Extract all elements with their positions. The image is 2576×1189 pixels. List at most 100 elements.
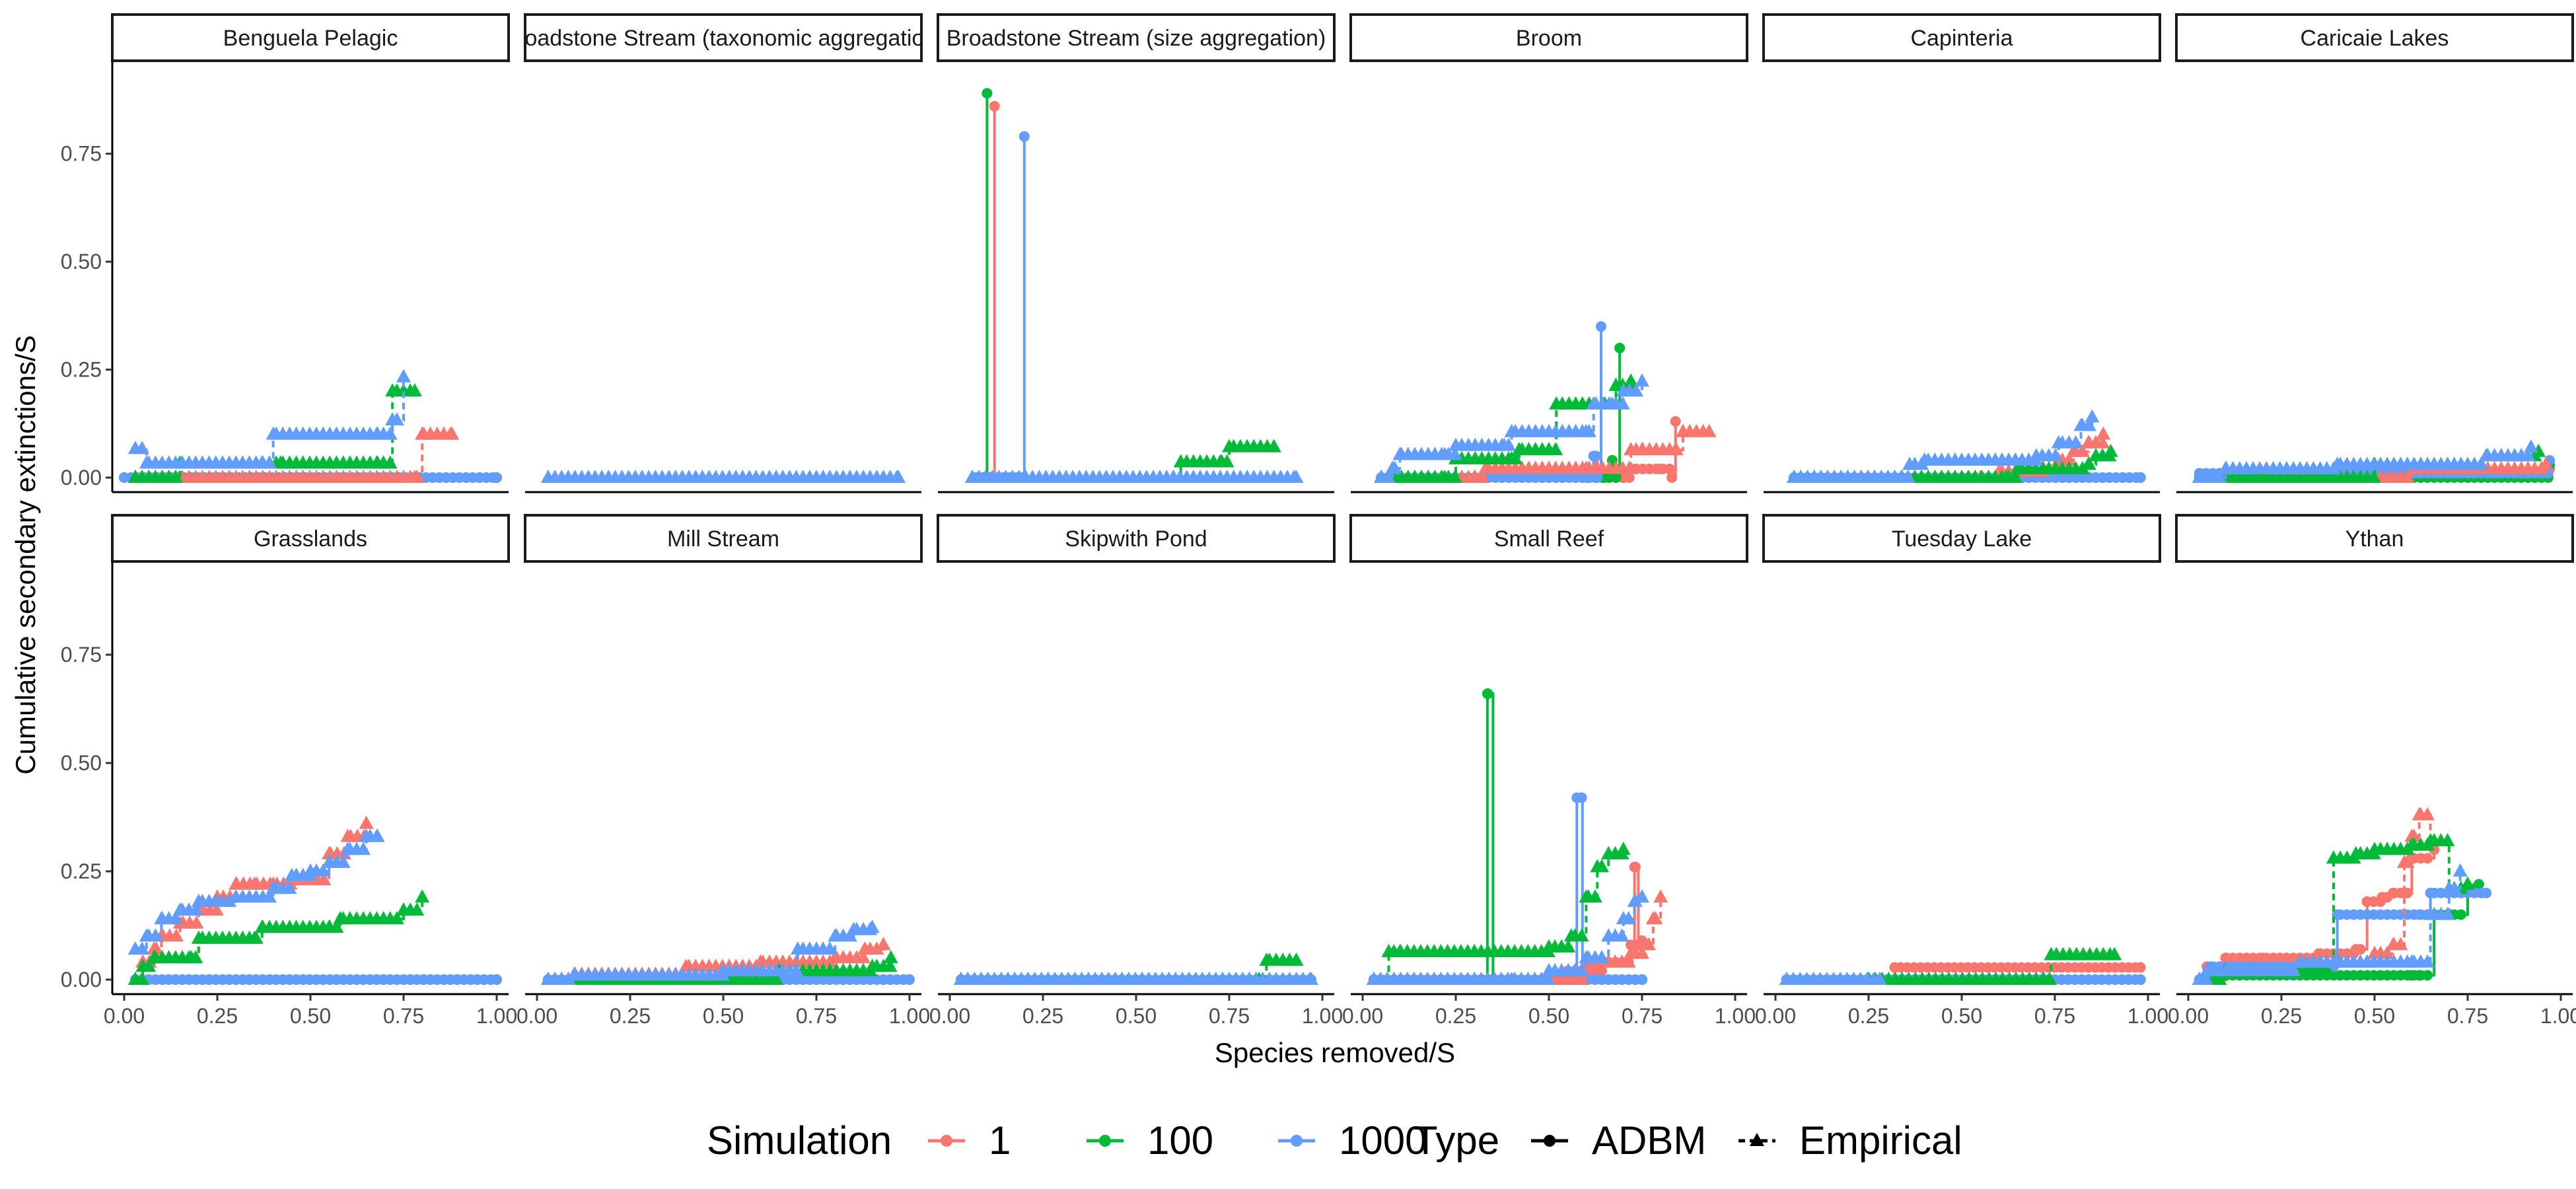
- data-point-triangle: [1902, 456, 1917, 470]
- data-point-circle: [2414, 970, 2425, 981]
- data-point-circle: [491, 472, 502, 483]
- data-point-triangle: [1504, 450, 1519, 464]
- data-point-circle: [2481, 887, 2492, 898]
- data-point-triangle: [1779, 972, 1794, 985]
- panel-capinteria: Capinteria: [1762, 13, 2161, 493]
- series-1000-empirical: [2192, 863, 2468, 985]
- data-point-triangle: [865, 958, 880, 972]
- data-point-triangle: [1504, 972, 1519, 985]
- data-point-triangle: [1447, 447, 1462, 460]
- y-axis-title: Cumulative secondary extinctions/S: [10, 335, 41, 774]
- data-point-triangle: [1542, 442, 1556, 456]
- data-point-triangle: [2397, 854, 2412, 868]
- data-point-triangle: [147, 950, 162, 964]
- data-point-triangle: [1624, 945, 1639, 959]
- facet-strip: [937, 13, 1336, 62]
- legend-key-point: [1099, 1135, 1111, 1147]
- data-point-triangle: [2028, 448, 2044, 462]
- data-point-triangle: [1586, 396, 1601, 410]
- data-point-circle: [2350, 944, 2361, 955]
- data-point-triangle: [953, 972, 968, 985]
- data-point-triangle: [1627, 893, 1642, 907]
- data-point-triangle: [2293, 954, 2308, 968]
- data-point-triangle: [266, 426, 281, 440]
- data-point-triangle: [303, 863, 318, 877]
- data-point-triangle: [1549, 396, 1564, 410]
- data-point-triangle: [964, 470, 980, 483]
- data-point-triangle: [1579, 460, 1594, 474]
- data-point-triangle: [2423, 833, 2438, 847]
- data-point-triangle: [1540, 972, 1556, 985]
- data-point-triangle: [1467, 470, 1482, 483]
- data-point-triangle: [2452, 863, 2468, 877]
- data-point-triangle: [1392, 447, 1408, 460]
- data-point-triangle: [2523, 439, 2538, 453]
- data-point-triangle: [370, 426, 385, 440]
- data-point-triangle: [127, 470, 143, 483]
- data-point-triangle: [1615, 396, 1630, 410]
- data-point-triangle: [1668, 442, 1683, 456]
- data-point-triangle: [1635, 373, 1649, 387]
- data-point-triangle: [891, 470, 906, 483]
- data-point-circle: [2414, 909, 2425, 920]
- data-point-triangle: [1604, 396, 1620, 410]
- series-line: [1373, 692, 1642, 981]
- data-point-triangle: [333, 911, 348, 925]
- panel-mill-stream: Mill Stream 0.00 0.25 0.50 0.75 1.00: [517, 514, 930, 1028]
- x-tick-label: 0.50: [1528, 1004, 1569, 1028]
- data-point-triangle: [229, 889, 244, 903]
- legend-key-point: [1291, 1135, 1303, 1147]
- data-point-triangle: [2479, 448, 2494, 462]
- data-point-circle: [1626, 939, 1637, 951]
- data-point-triangle: [1590, 460, 1605, 474]
- data-point-triangle: [2380, 945, 2395, 959]
- facet-strip: [1349, 13, 1748, 62]
- data-point-circle: [1670, 416, 1681, 427]
- data-point-triangle: [2326, 850, 2341, 864]
- data-point-triangle: [322, 854, 337, 868]
- data-point-triangle: [2010, 460, 2025, 474]
- data-point-triangle: [262, 889, 277, 903]
- x-tick-label: 0.25: [197, 1004, 238, 1028]
- series-1000-empirical: [953, 972, 1319, 985]
- series-line: [135, 377, 405, 465]
- data-point-triangle: [2192, 972, 2207, 985]
- series-1000-empirical: [2192, 439, 2538, 483]
- data-point-triangle: [1628, 383, 1643, 397]
- series-100-empirical: [127, 889, 430, 985]
- data-point-triangle: [282, 881, 297, 894]
- data-point-triangle: [1542, 962, 1556, 976]
- legend-label: ADBM: [1592, 1118, 1706, 1163]
- x-tick-label: 0.00: [1342, 1004, 1383, 1028]
- data-point-triangle: [822, 941, 838, 955]
- data-point-circle: [1571, 792, 1583, 803]
- data-point-circle: [2422, 970, 2433, 981]
- data-point-triangle: [370, 455, 385, 469]
- data-point-triangle: [1222, 439, 1236, 452]
- data-point-triangle: [396, 369, 411, 382]
- data-point-triangle: [865, 919, 880, 933]
- series-line: [976, 93, 989, 479]
- facet-strip-label: Capinteria: [1911, 26, 2013, 51]
- data-point-triangle: [882, 958, 898, 972]
- data-point-triangle: [2367, 842, 2382, 855]
- data-point-triangle: [1653, 889, 1668, 903]
- data-point-triangle: [168, 928, 184, 942]
- data-point-triangle: [1561, 939, 1576, 953]
- series-100-adbm: [970, 88, 993, 483]
- data-point-triangle: [2073, 417, 2089, 431]
- y-tick-label: 0.00: [61, 466, 102, 489]
- data-point-circle: [2220, 953, 2231, 964]
- data-point-triangle: [396, 902, 411, 916]
- data-point-circle: [2313, 948, 2324, 959]
- data-point-triangle: [2192, 470, 2207, 483]
- x-tick-label: 0.25: [1435, 1004, 1476, 1028]
- data-point-circle: [1664, 463, 1675, 474]
- facet-strip-label: Caricaie Lakes: [2301, 26, 2449, 51]
- data-point-triangle: [2200, 962, 2215, 976]
- x-tick-label: 0.00: [929, 1004, 970, 1028]
- x-tick-label: 0.25: [2261, 1004, 2302, 1028]
- facet-strip-label: Grasslands: [254, 526, 367, 552]
- data-point-triangle: [340, 842, 355, 855]
